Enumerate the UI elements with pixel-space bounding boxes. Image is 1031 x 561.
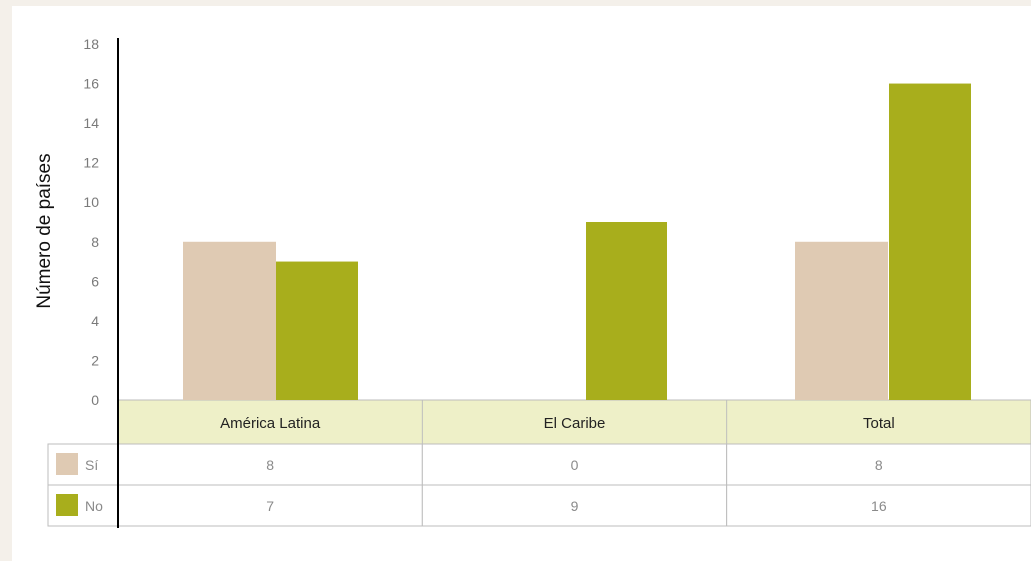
- data-table: Sí 8 0 8 No 7 9 16: [47, 443, 1031, 527]
- y-tick-label: 10: [83, 194, 99, 210]
- y-tick-label: 6: [91, 273, 99, 289]
- y-tick-label: 2: [91, 352, 99, 368]
- header-band: [117, 399, 1031, 445]
- category-label: El Caribe: [544, 415, 606, 432]
- cell-value: 0: [571, 457, 579, 473]
- y-axis-ticks: 0 2 4 6 8 10 12 14 16 18: [83, 36, 99, 408]
- chart-frame: 0 2 4 6 8 10 12 14 16 18 Número de países América…: [12, 6, 1031, 561]
- cell-value: 9: [571, 498, 579, 514]
- bar-no: [889, 83, 971, 401]
- y-tick-label: 0: [91, 392, 99, 408]
- legend-swatch: [56, 453, 78, 475]
- y-axis-label: Número de países: [34, 153, 55, 308]
- y-tick-label: 14: [83, 115, 99, 131]
- cell-value: 8: [266, 457, 274, 473]
- category-label: América Latina: [220, 415, 321, 432]
- category-label: Total: [863, 415, 895, 432]
- bar-si: [183, 241, 276, 400]
- legend-label: Sí: [85, 457, 98, 473]
- bar-si: [795, 241, 888, 400]
- bar-chart: 0 2 4 6 8 10 12 14 16 18 Número de países América…: [34, 36, 1031, 528]
- category-header: América Latina El Caribe Total: [117, 399, 1031, 445]
- legend-label: No: [85, 498, 103, 514]
- y-tick-label: 12: [83, 155, 99, 171]
- cell-value: 7: [266, 498, 274, 514]
- y-tick-label: 18: [83, 36, 99, 52]
- y-tick-label: 8: [91, 234, 99, 250]
- cell-value: 8: [875, 457, 883, 473]
- y-tick-label: 16: [83, 76, 99, 92]
- table-cell: [421, 484, 728, 527]
- cell-value: 16: [871, 498, 887, 514]
- bar-no: [276, 261, 358, 400]
- table-cell: [726, 484, 1031, 527]
- bars: [183, 83, 971, 401]
- legend-swatch: [56, 494, 78, 516]
- bar-no: [586, 222, 667, 400]
- y-tick-label: 4: [91, 313, 99, 329]
